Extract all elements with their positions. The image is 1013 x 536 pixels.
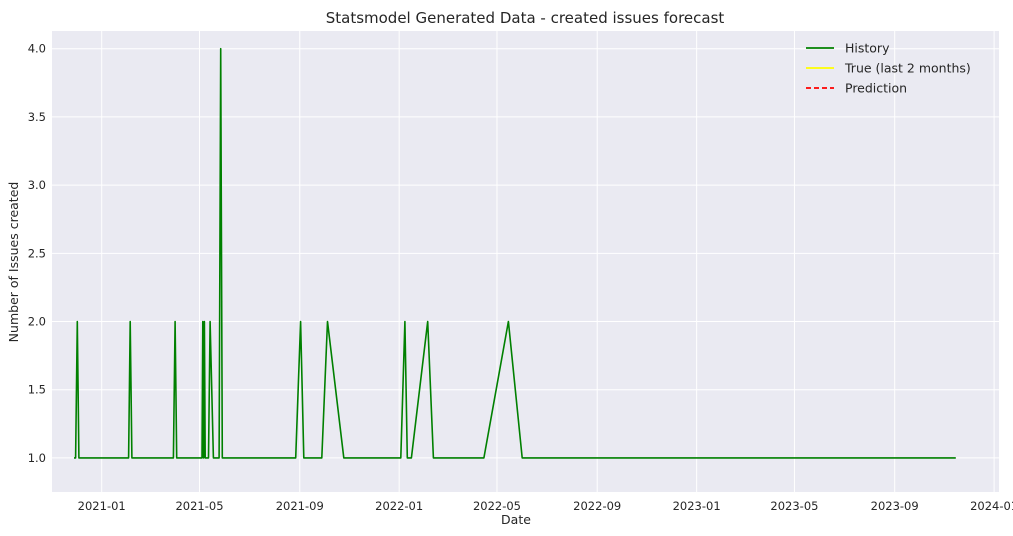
- y-axis-label: Number of Issues created: [6, 182, 21, 343]
- x-tick-label: 2023-01: [673, 499, 721, 513]
- y-tick-label: 2.0: [28, 315, 46, 329]
- y-tick-label: 1.5: [28, 383, 46, 397]
- y-tick-label: 4.0: [28, 42, 46, 56]
- x-tick-label: 2022-01: [375, 499, 423, 513]
- plot-area: [52, 31, 999, 492]
- y-tick-label: 2.5: [28, 246, 46, 260]
- series-line-0: [74, 47, 956, 459]
- x-axis-ticks: 2021-01 2021-05 2021-09 2022-01 2022-05 2022-…: [78, 499, 1013, 513]
- legend-label: Prediction: [845, 81, 907, 96]
- y-tick-label: 1.0: [28, 451, 46, 465]
- series-lines: [74, 47, 956, 459]
- chart-title: Statsmodel Generated Data - created issu…: [326, 9, 725, 27]
- x-tick-label: 2023-05: [770, 499, 818, 513]
- x-tick-label: 2024-01: [970, 499, 1013, 513]
- x-tick-label: 2022-09: [573, 499, 621, 513]
- x-tick-label: 2021-01: [78, 499, 126, 513]
- x-tick-label: 2021-09: [276, 499, 324, 513]
- y-tick-label: 3.0: [28, 178, 46, 192]
- legend-label: True (last 2 months): [844, 61, 971, 76]
- x-tick-label: 2021-05: [175, 499, 223, 513]
- x-tick-label: 2022-05: [473, 499, 521, 513]
- legend-label: History: [845, 41, 890, 56]
- y-axis-ticks: 1.0 1.5 2.0 2.5 3.0 3.5 4.0: [28, 42, 46, 465]
- y-tick-label: 3.5: [28, 110, 46, 124]
- x-axis-label: Date: [501, 512, 531, 527]
- x-tick-label: 2023-09: [871, 499, 919, 513]
- legend: History True (last 2 months) Prediction: [806, 41, 971, 96]
